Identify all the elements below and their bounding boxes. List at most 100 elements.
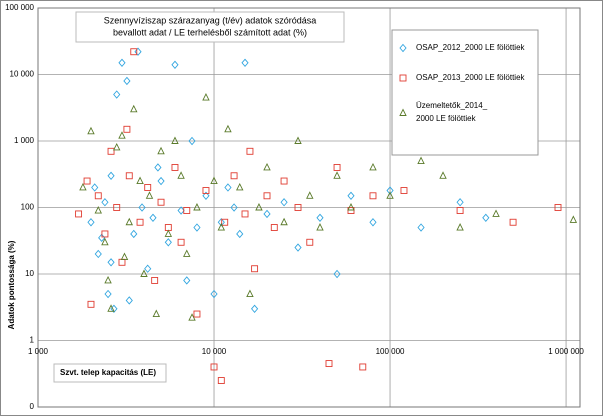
x-axis-label: Szvt. telep kapacitás (LE) bbox=[60, 368, 156, 377]
legend-label: OSAP_2013_2000 LE fölöttiek bbox=[416, 73, 526, 82]
point bbox=[456, 207, 464, 214]
point bbox=[101, 237, 109, 246]
x-tick-label: 1 000 bbox=[28, 347, 49, 356]
point bbox=[134, 47, 142, 56]
point bbox=[107, 147, 115, 155]
point bbox=[79, 182, 87, 191]
point bbox=[369, 218, 377, 227]
point bbox=[164, 229, 173, 237]
title-box bbox=[75, 11, 345, 43]
point bbox=[280, 198, 288, 207]
point bbox=[263, 192, 271, 200]
point bbox=[217, 223, 226, 231]
point bbox=[94, 206, 103, 214]
point bbox=[230, 203, 238, 212]
point bbox=[177, 171, 185, 179]
point bbox=[149, 213, 157, 222]
point bbox=[569, 215, 578, 223]
point bbox=[386, 186, 394, 195]
point bbox=[316, 213, 324, 222]
point bbox=[136, 176, 144, 184]
point bbox=[112, 142, 121, 151]
y-axis-label: Adatok pontossága (%) bbox=[7, 240, 16, 329]
point bbox=[241, 210, 249, 218]
point bbox=[188, 313, 196, 321]
point bbox=[369, 192, 377, 200]
point bbox=[113, 204, 121, 211]
x-tick-label: 10 000 bbox=[202, 347, 227, 356]
point bbox=[294, 136, 302, 144]
point bbox=[263, 209, 271, 219]
point bbox=[183, 249, 191, 257]
point bbox=[118, 131, 126, 139]
plot-frame bbox=[37, 7, 581, 408]
point bbox=[136, 218, 144, 226]
point bbox=[177, 206, 185, 215]
point bbox=[202, 187, 210, 194]
point bbox=[255, 202, 263, 211]
point bbox=[183, 207, 191, 214]
point bbox=[210, 363, 218, 371]
point bbox=[251, 265, 259, 273]
point bbox=[75, 210, 83, 218]
y-tick-label: 100 000 bbox=[5, 3, 34, 12]
point bbox=[157, 198, 165, 206]
point bbox=[83, 177, 91, 185]
point bbox=[144, 184, 152, 191]
point bbox=[193, 310, 201, 318]
point bbox=[333, 269, 341, 279]
point bbox=[236, 229, 244, 239]
point bbox=[347, 202, 355, 211]
point bbox=[125, 217, 133, 226]
point bbox=[417, 223, 425, 232]
point bbox=[171, 164, 179, 171]
point bbox=[333, 164, 341, 171]
point bbox=[120, 252, 129, 260]
point bbox=[439, 171, 447, 179]
point bbox=[456, 223, 464, 231]
point bbox=[280, 177, 288, 185]
point bbox=[456, 198, 464, 207]
point bbox=[482, 213, 490, 222]
point bbox=[104, 275, 112, 284]
point bbox=[152, 309, 161, 317]
point bbox=[294, 243, 302, 252]
y-tick-label: 1 000 bbox=[14, 136, 35, 145]
point bbox=[217, 218, 225, 227]
y-tick-label: 10 000 bbox=[10, 70, 35, 79]
legend-symbol bbox=[399, 74, 407, 82]
chart-title: Szennyvíziszap szárazanyag (t/év) adatok… bbox=[104, 15, 317, 25]
point bbox=[386, 191, 394, 199]
point bbox=[130, 104, 138, 113]
point bbox=[333, 171, 341, 179]
point bbox=[188, 136, 196, 146]
point bbox=[202, 191, 210, 200]
point bbox=[306, 191, 314, 199]
point bbox=[270, 224, 278, 231]
point bbox=[130, 48, 138, 56]
legend-label: OSAP_2012_2000 LE fölöttiek bbox=[416, 43, 526, 52]
x-tick-label: 1 000 000 bbox=[548, 347, 584, 356]
point bbox=[347, 191, 355, 200]
point bbox=[164, 238, 172, 247]
point bbox=[145, 191, 154, 199]
point bbox=[157, 176, 165, 186]
point bbox=[94, 249, 102, 259]
point bbox=[210, 289, 218, 299]
point bbox=[554, 204, 562, 211]
point bbox=[221, 218, 229, 226]
point bbox=[171, 60, 179, 69]
point bbox=[210, 176, 218, 184]
y-tick-label: 0 bbox=[30, 402, 35, 411]
point bbox=[294, 204, 302, 211]
point bbox=[107, 304, 115, 312]
point bbox=[107, 171, 115, 180]
point bbox=[250, 304, 259, 313]
point bbox=[236, 182, 244, 191]
x-label-box bbox=[53, 363, 167, 383]
point bbox=[193, 202, 201, 211]
point bbox=[113, 90, 121, 99]
point bbox=[151, 276, 159, 284]
marks bbox=[75, 47, 578, 384]
